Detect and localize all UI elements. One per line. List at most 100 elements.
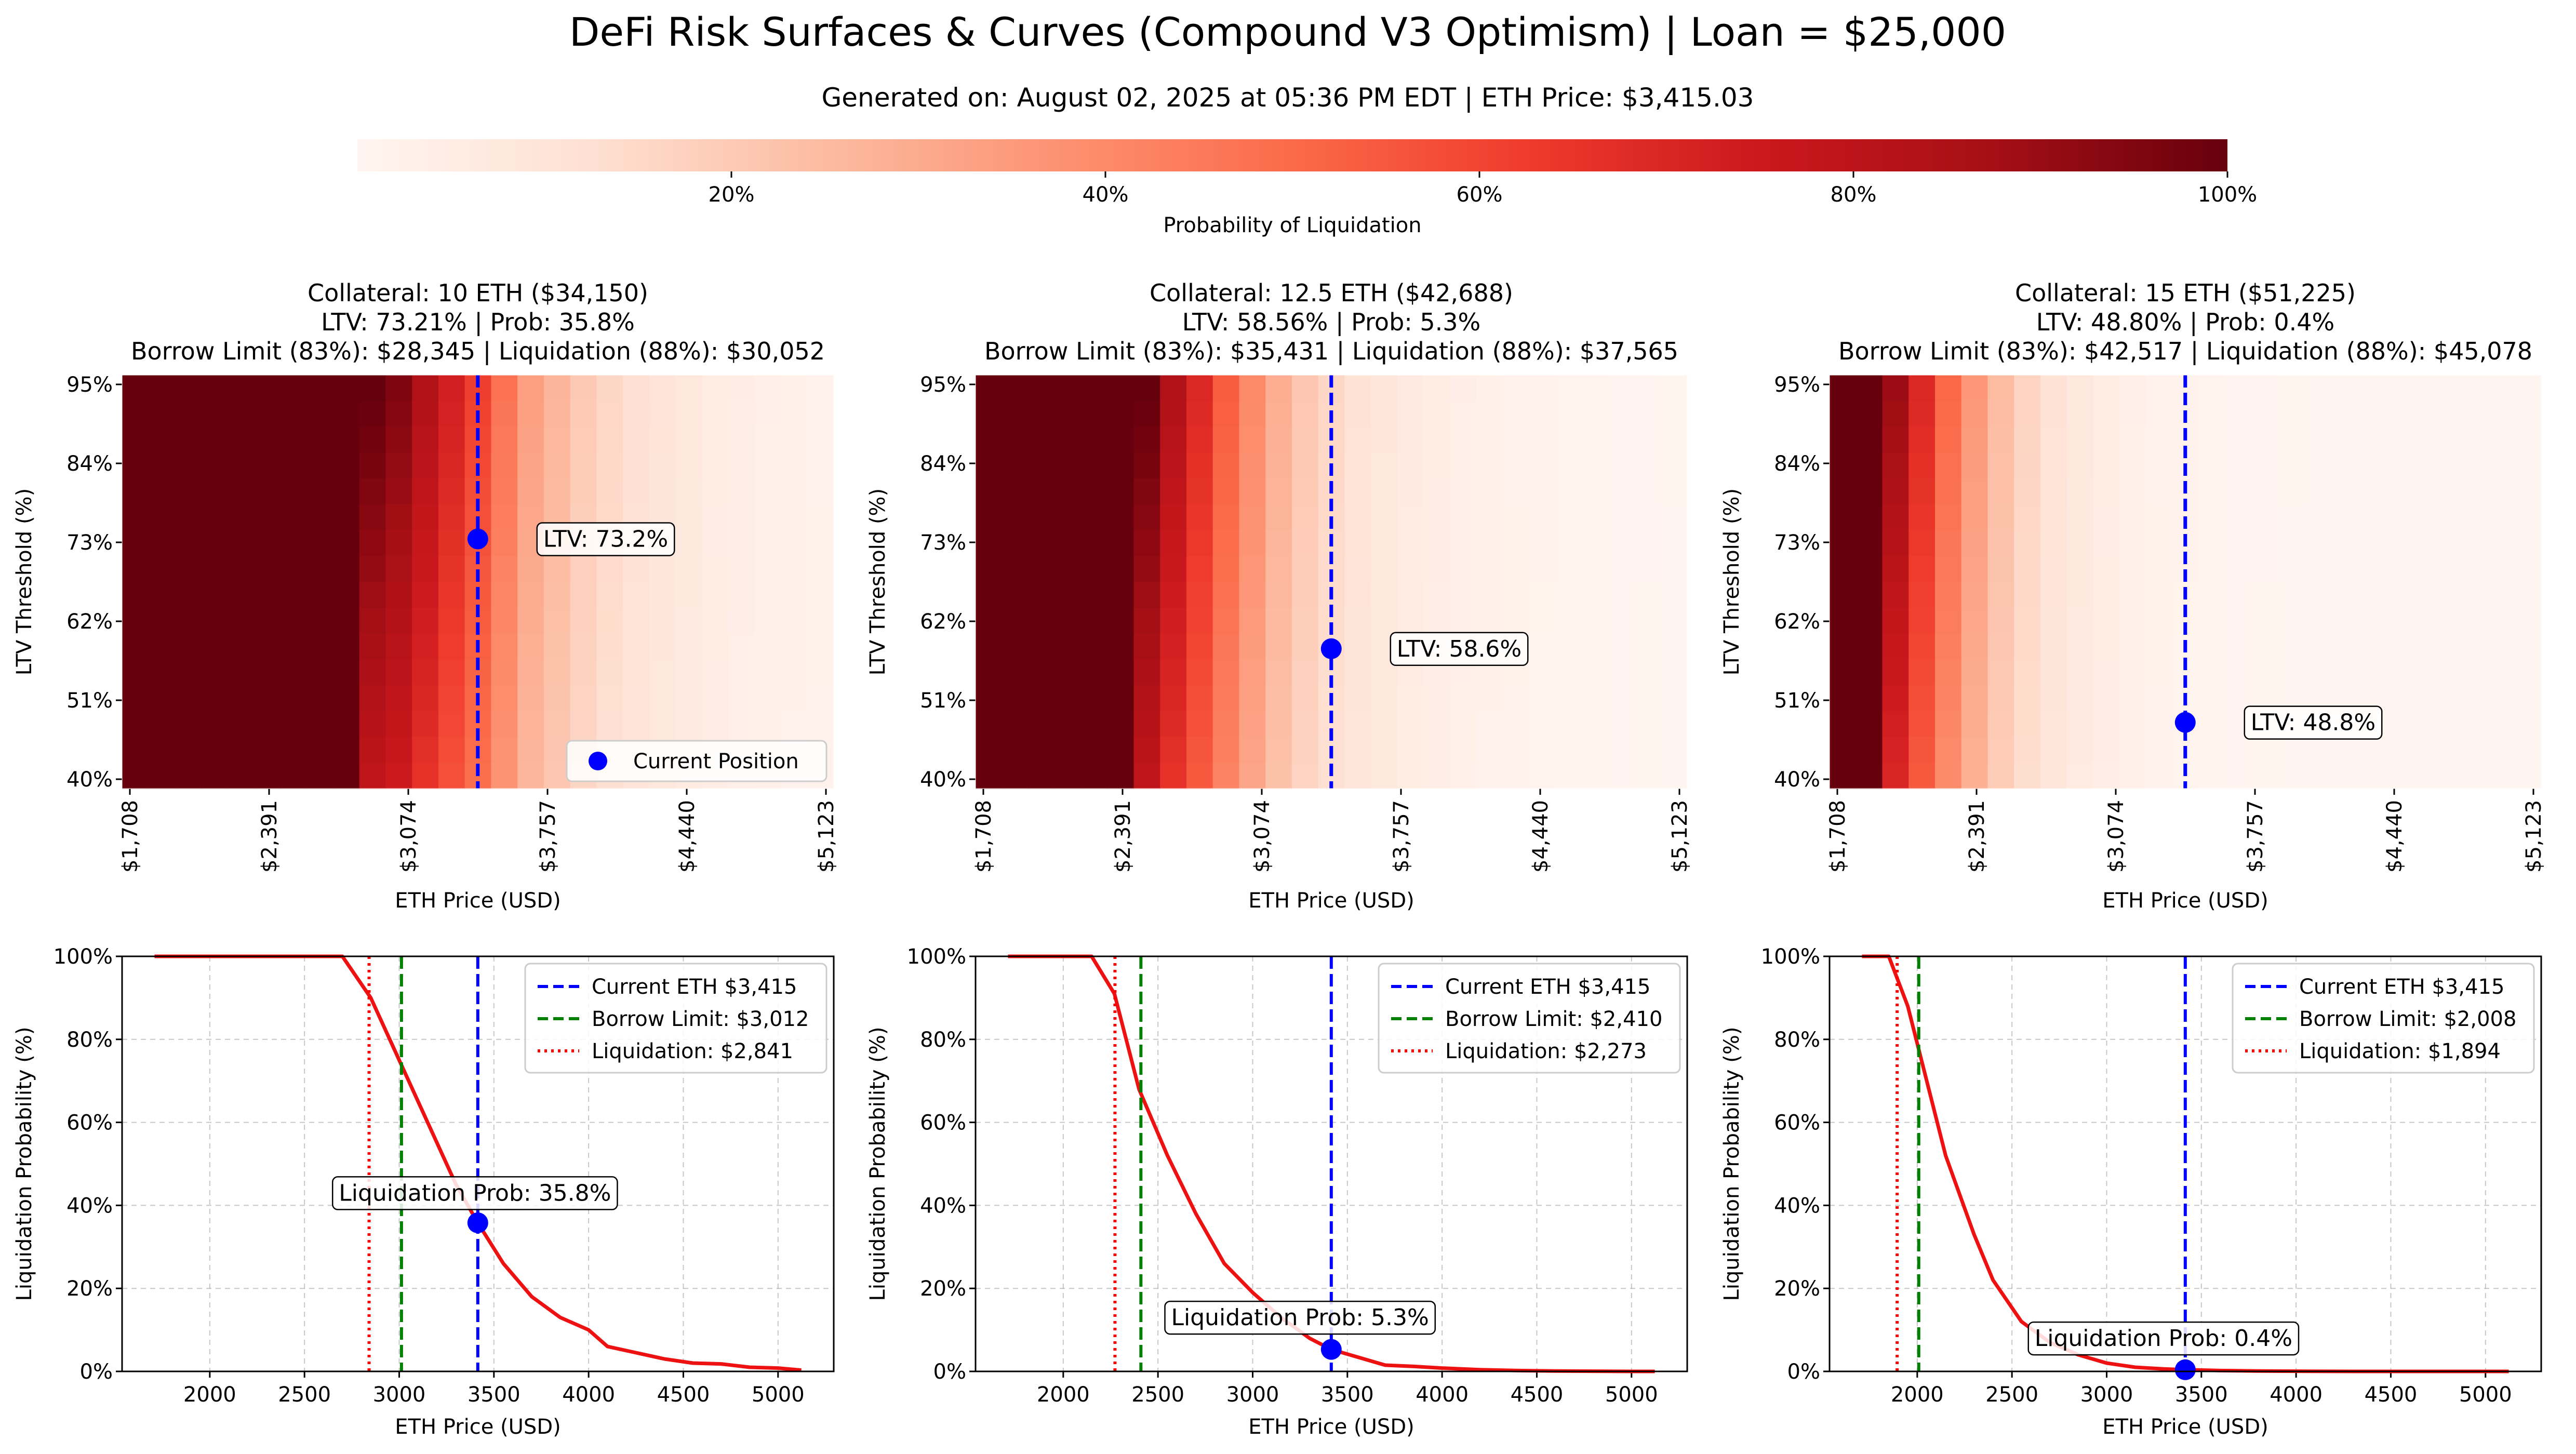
heatmap-cell [1502, 426, 1530, 453]
heatmap-cell [1212, 452, 1240, 479]
heatmap-cell [2488, 401, 2516, 428]
heatmap-cell [2515, 633, 2542, 660]
heatmap-cell [1882, 633, 1910, 660]
heatmap-cell [1423, 426, 1451, 453]
heatmap-cell [1107, 452, 1134, 479]
heatmap-cell [702, 478, 729, 505]
heatmap-cell [1582, 763, 1609, 789]
heatmap-cell [728, 530, 755, 557]
heatmap-cell [2066, 582, 2094, 608]
heatmap-cell [280, 607, 307, 634]
heatmap-cell [1160, 478, 1187, 505]
heatmap-cell [2119, 582, 2146, 608]
heatmap-cell [1856, 452, 1883, 479]
heatmap-cell [2462, 530, 2489, 557]
heatmap-cell [807, 401, 834, 428]
heatmap-cell [438, 582, 465, 608]
heatmap-cell [1371, 426, 1398, 453]
heatmap-cell [1080, 711, 1108, 738]
heatmap-cell [122, 685, 149, 712]
heatmap-cell [1344, 582, 1371, 608]
heatmap-cell [2330, 401, 2357, 428]
heatmap-cell [1423, 711, 1451, 738]
heatmap-cell [2225, 375, 2252, 402]
heatmap-cell [122, 737, 149, 764]
heatmap-cell [2330, 530, 2357, 557]
y-tick-label: 40% [1774, 768, 1820, 792]
heatmap-cell [1239, 737, 1266, 764]
curve-panel-1: 2000 2500 3000 3500 4000 4500 5000 0% 20% 40% 60% 8… [12, 945, 835, 1439]
heatmap-cell [438, 685, 465, 712]
x-axis-label: ETH Price (USD) [2102, 889, 2268, 913]
heatmap-cell [1344, 426, 1371, 453]
heatmap-cell [2066, 426, 2094, 453]
heatmap-cell [306, 556, 333, 582]
heatmap-cell [2515, 426, 2542, 453]
heatmap-cell [2198, 556, 2225, 582]
heatmap-cell [122, 426, 149, 453]
heatmap-cell [543, 685, 571, 712]
heatmap-cell [2436, 401, 2463, 428]
heatmap-cell [1423, 401, 1451, 428]
y-tick-label: 73% [66, 531, 113, 555]
heatmap-cell [1661, 711, 1688, 738]
heatmap-cell [807, 452, 834, 479]
heatmap-cell [2304, 426, 2331, 453]
heatmap-cell [1608, 685, 1635, 712]
heatmap-cell [1265, 530, 1292, 557]
heatmap-cell [781, 556, 808, 582]
heatmap-cell [2330, 659, 2357, 686]
heatmap-cell [2066, 452, 2094, 479]
heatmap-cell [728, 426, 755, 453]
heatmap-cell [1186, 582, 1213, 608]
heatmap-cell [1934, 452, 1962, 479]
heatmap-cell [1133, 685, 1160, 712]
heatmap-cell [2277, 375, 2305, 402]
heatmap-cell [1634, 633, 1662, 660]
heatmap-cell [1882, 530, 1910, 557]
heatmap-cell [385, 763, 412, 789]
heatmap-cell [2145, 556, 2173, 582]
heatmap-cell [754, 530, 782, 557]
heatmap-cell [2383, 530, 2410, 557]
heatmap-cell [1450, 582, 1477, 608]
heatmap-cell [1002, 607, 1029, 634]
heatmap-cell [201, 426, 228, 453]
heatmap-cell [122, 401, 149, 428]
heatmap-cell [1908, 582, 1936, 608]
heatmap-cell [517, 633, 544, 660]
heatmap-cell [1856, 426, 1883, 453]
probability-annotation-box [1164, 1300, 1436, 1335]
heatmap-cell [359, 737, 386, 764]
heatmap-cell [227, 659, 255, 686]
heatmap-cell [2515, 685, 2542, 712]
heatmap-cell [253, 633, 281, 660]
heatmap-cell [1830, 401, 1857, 428]
heatmap-cell [675, 452, 703, 479]
heatmap-cell [1856, 633, 1883, 660]
heatmap-cell [675, 607, 703, 634]
heatmap-cell [2462, 633, 2489, 660]
heatmap-cell [1133, 401, 1160, 428]
heatmap-cell [1212, 401, 1240, 428]
heatmap-cell [359, 504, 386, 531]
legend-label: Liquidation: $1,894 [2299, 1039, 2501, 1063]
heatmap-cell [2066, 375, 2094, 402]
heatmap-cell [649, 711, 676, 738]
heatmap-cell [1423, 737, 1451, 764]
heatmap-cell [1133, 711, 1160, 738]
x-tick-label: 2000 [1037, 1383, 1090, 1407]
heatmap-cell [227, 375, 255, 402]
heatmap-cell [2488, 607, 2516, 634]
heatmap-cell [1882, 426, 1910, 453]
heatmap-cell [412, 763, 439, 789]
heatmap-cell [175, 530, 202, 557]
heatmap-cell [1502, 401, 1530, 428]
heatmap-cell [1028, 659, 1056, 686]
heatmap-cell [2383, 711, 2410, 738]
heatmap-cell [570, 375, 597, 402]
heatmap-cell [517, 478, 544, 505]
heatmap-cell [412, 737, 439, 764]
heatmap-cell [1908, 375, 1936, 402]
